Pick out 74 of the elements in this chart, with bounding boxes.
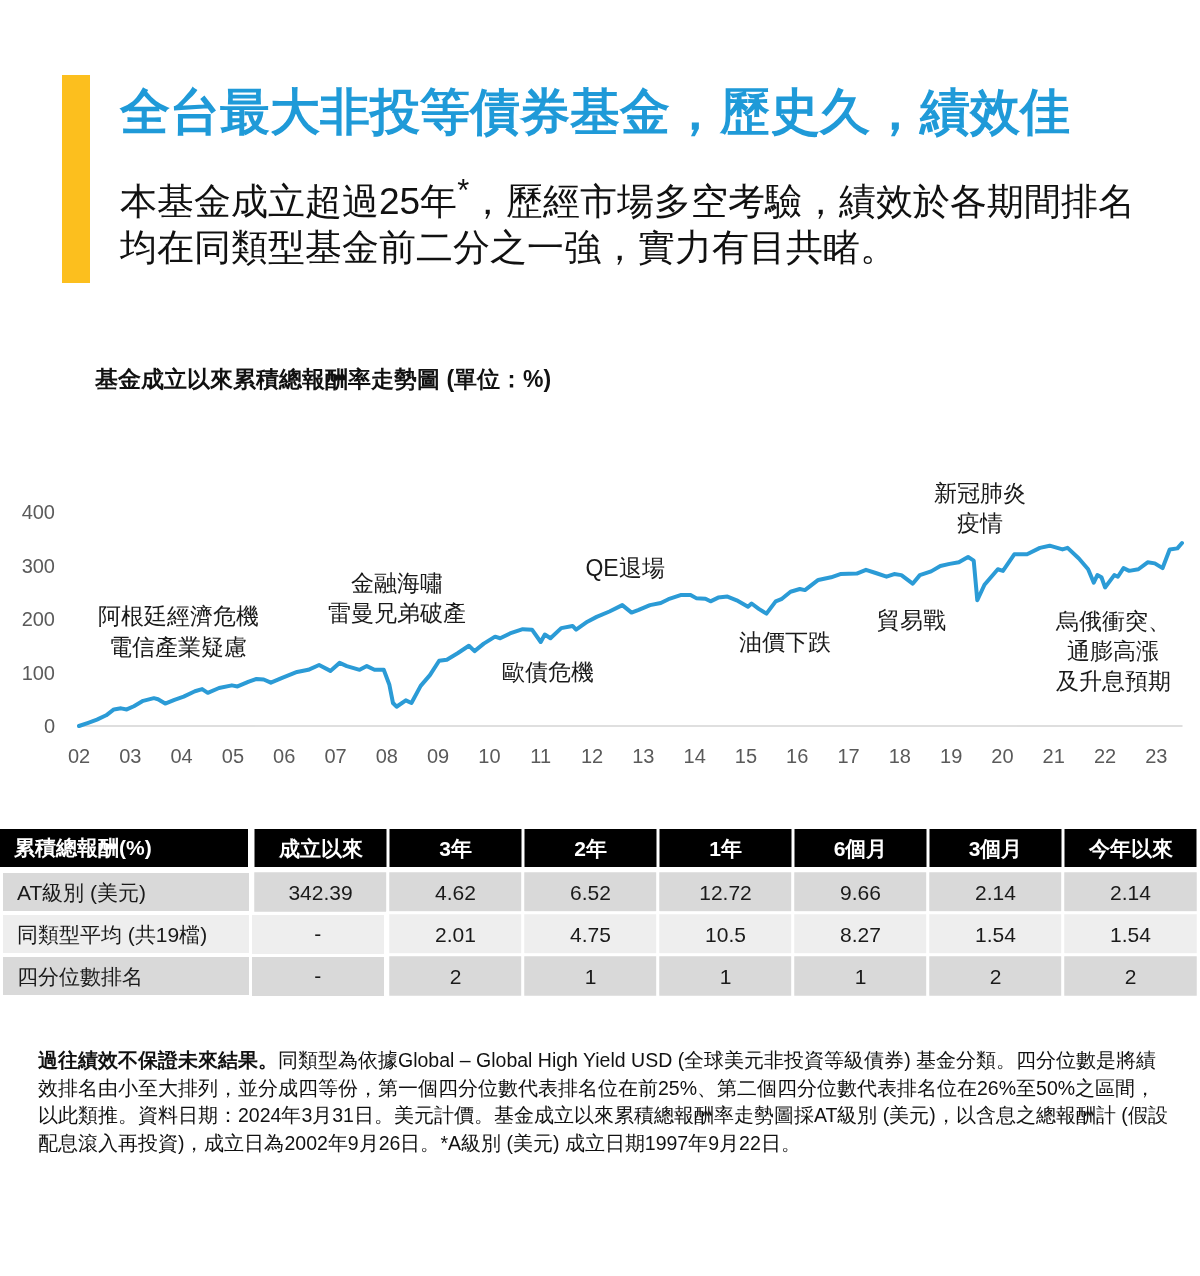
data-label: 1: [719, 964, 732, 988]
x-tick-label: 6個月: [833, 836, 888, 860]
annotation: 歐債危機: [502, 659, 594, 685]
data-label: 2.01: [435, 922, 476, 946]
data-label: 12.72: [699, 880, 752, 904]
x-tick-label: 2年: [574, 836, 607, 860]
data-label: 4.62: [435, 880, 476, 904]
data-label: 2: [449, 964, 462, 988]
x-tick-label: 20: [991, 745, 1014, 767]
x-tick-label: 14: [683, 745, 706, 767]
chart-title: 基金成立以來累積總報酬率走勢圖 (單位：%): [94, 365, 552, 392]
x-tick-label: 3個月: [968, 836, 1023, 860]
annotation: 雷曼兄弟破產: [328, 600, 466, 626]
data-label: 1.54: [1110, 922, 1152, 946]
annotation: QE退場: [585, 555, 665, 581]
data-label: 4.75: [570, 922, 611, 946]
y-tick-label: AT級別 (美元): [17, 880, 147, 904]
x-tick-label: 15: [734, 745, 758, 767]
y-tick-label: 100: [21, 661, 55, 684]
data-label: 9.66: [840, 880, 881, 904]
y-tick-label: 四分位數排名: [17, 964, 143, 988]
annotation: 金融海嘯: [351, 570, 443, 596]
x-tick-label: 今年以來: [1087, 836, 1173, 860]
data-label: 2.14: [1110, 880, 1152, 904]
y-tick-label: 0: [43, 715, 55, 737]
x-tick-label: 1年: [709, 836, 742, 860]
y-axis-title: 累積總報酬(%): [0, 829, 248, 867]
data-label: 8.27: [840, 922, 881, 946]
x-tick-label: 07: [324, 745, 347, 767]
x-tick-label: 23: [1145, 745, 1168, 767]
data-label: 6.52: [570, 880, 611, 904]
x-tick-label: 22: [1093, 745, 1117, 767]
data-label: 1.54: [975, 922, 1017, 946]
annotation: 烏俄衝突、通膨高漲及升息預期: [1054, 608, 1171, 694]
x-tick-label: 03: [119, 745, 142, 767]
x-tick-label: 08: [375, 745, 398, 767]
data-label: 2.14: [975, 880, 1017, 904]
annotation: 阿根廷經濟危機: [97, 603, 259, 629]
empty-cell: -: [251, 956, 384, 996]
annotation: 油價下跌: [739, 629, 831, 655]
x-tick-label: 10: [478, 745, 501, 767]
data-label: 10.5: [705, 922, 746, 946]
x-tick-label: 17: [837, 745, 860, 767]
empty-cell: -: [251, 914, 384, 954]
data-label: 1: [584, 964, 597, 988]
data-label: 2: [1124, 964, 1137, 988]
data-label: 2: [989, 964, 1002, 988]
text: 全台最大非投等債券基金，歷史久，績效佳: [120, 83, 1071, 142]
x-tick-label: 21: [1042, 745, 1065, 767]
annotation: 電信產業疑慮: [109, 634, 247, 660]
text: 本基金成立超過25年$^{*}$，歷經市場多空考驗，績效於各期間排名均在同類型基金前二分之一強，實力有目共睹。: [120, 172, 1137, 271]
annotation: 貿易戰: [876, 607, 946, 633]
x-tick-label: 11: [530, 745, 552, 767]
y-tick-label: 200: [21, 608, 55, 630]
x-tick-label: 04: [170, 745, 193, 767]
data-label: 342.39: [288, 880, 353, 904]
x-tick-label: 13: [632, 745, 655, 767]
x-tick-label: 16: [786, 745, 809, 767]
y-tick-label: 同類型平均 (共19檔): [17, 922, 208, 946]
x-tick-label: 19: [940, 745, 963, 767]
annotation: 新冠肺炎疫情: [934, 480, 1026, 536]
y-tick-label: 300: [21, 554, 55, 577]
x-tick-label: 3年: [439, 836, 472, 860]
x-tick-label: 02: [67, 745, 91, 767]
x-tick-label: 09: [426, 745, 450, 767]
x-tick-label: 05: [221, 745, 245, 767]
text: 過往績效不保證未來結果。同類型為依據Global – Global High Yield USD (全球美元非投資等級債券) 基金分類。四分位數是將績效排名由小至大排列，並分成四等份，第一個四分位數代表排名位在前25%、第二個四分位數代表排名位在26%至50%之區間，以此類推。資料日期：2024年3月31日。美元計價。基金成立以來累積總報酬率走勢圖採AT級別 (美元)，以含息之總報酬計 (假設配息滾入再投資)，成立日為2002年9月26日。*A級別 (美元) 成立日期1997年9月22日。: [38, 1049, 1168, 1154]
line-series: [77, 541, 1184, 728]
x-tick-label: 成立以來: [277, 836, 363, 860]
x-tick-label: 12: [580, 745, 604, 767]
data-label: 1: [854, 964, 867, 988]
y-tick-label: 400: [21, 501, 55, 523]
x-tick-label: 06: [273, 745, 296, 767]
x-tick-label: 18: [888, 745, 911, 767]
